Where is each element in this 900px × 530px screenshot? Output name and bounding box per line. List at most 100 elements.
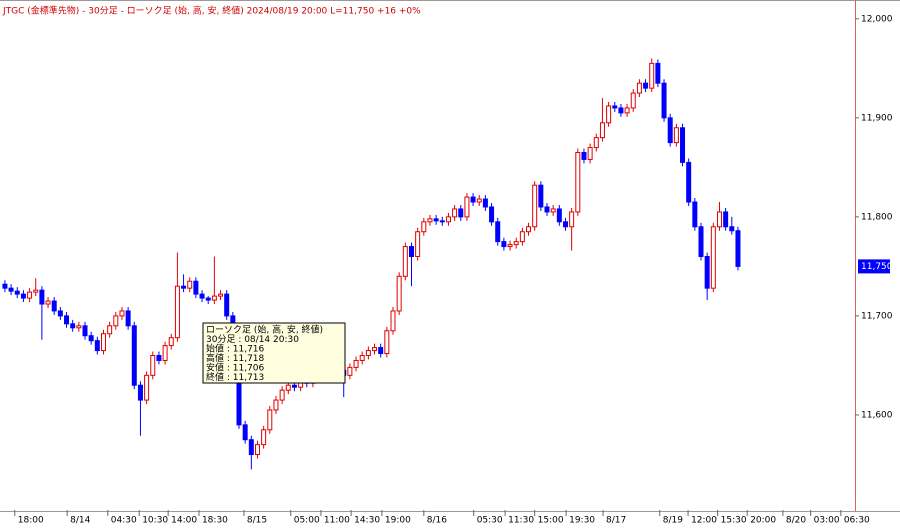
candle-body [526, 226, 532, 233]
candle-body [735, 230, 741, 267]
candle-body [452, 208, 458, 218]
candle-body [458, 208, 464, 218]
candle-body [618, 107, 624, 114]
candle-body [581, 152, 587, 160]
x-tick-label: 05:00 [294, 516, 320, 526]
candle-body [181, 285, 187, 289]
candle-body [507, 244, 513, 248]
candle-body [205, 297, 211, 301]
candle-body [556, 208, 562, 223]
last-price-label: 11,750 [861, 262, 893, 272]
candle-body [261, 429, 267, 446]
candle-body [267, 409, 273, 431]
candle-body [538, 184, 544, 208]
candle-body [156, 355, 162, 361]
candle-body [107, 325, 113, 335]
candle-body [501, 241, 507, 248]
candle-body [254, 444, 260, 456]
candle-body [686, 161, 692, 203]
candle-body [593, 137, 599, 149]
candle-body [88, 335, 94, 342]
x-tick-label: 03:00 [814, 516, 840, 526]
x-tick-label: 11:30 [508, 516, 534, 526]
candle-body [476, 198, 482, 203]
x-tick-label: 11:00 [324, 516, 350, 526]
candle-body [14, 290, 20, 295]
candle-body [649, 62, 655, 89]
x-tick-label: 8/15 [247, 516, 267, 526]
chart-title: JTGC (金標準先物) - 30分足 - ローソク足 (始, 高, 安, 終値… [2, 5, 421, 17]
candle-body [655, 62, 661, 84]
candle-body [279, 389, 285, 401]
x-tick-label: 10:30 [142, 516, 168, 526]
candle-body [612, 105, 618, 109]
candle-body [569, 211, 575, 228]
tooltip-box [202, 322, 346, 384]
candle-body [187, 280, 193, 289]
candle-body [33, 289, 39, 293]
candle-body [680, 127, 686, 163]
x-tick-label: 19:30 [569, 516, 595, 526]
candle-body [495, 221, 501, 243]
candle-body [119, 310, 125, 317]
candle-body [144, 374, 150, 401]
x-tick-label: 8/20 [786, 516, 806, 526]
candle-body [643, 82, 649, 89]
candle-body [76, 325, 82, 329]
candle-body [8, 287, 14, 292]
tooltip-line: 安値 : 11,706 [206, 362, 265, 374]
candle-body [408, 246, 414, 257]
x-tick-label: 18:00 [18, 516, 44, 526]
candle-body [193, 280, 199, 295]
candle-body [587, 147, 593, 160]
candle-body [698, 226, 704, 257]
candle-body [562, 221, 568, 228]
candle-body [489, 206, 495, 223]
x-tick-label: 8/19 [663, 516, 683, 526]
candle-body [378, 347, 384, 355]
candle-body [390, 310, 396, 332]
candle-body [20, 293, 26, 299]
x-tick-label: 18:30 [202, 516, 228, 526]
candle-body [150, 355, 156, 376]
candle-body [125, 310, 131, 327]
candle-body [39, 289, 45, 305]
x-tick-label: 12:00 [691, 516, 717, 526]
candle-body [347, 366, 353, 376]
candle-body [372, 347, 378, 352]
candle-body [64, 315, 70, 325]
x-tick-label: 8/14 [70, 516, 90, 526]
candle-body [667, 117, 673, 144]
candle-body [519, 231, 525, 243]
candle-body [137, 384, 143, 401]
candle-body [439, 220, 445, 223]
candle-body [70, 323, 76, 329]
candle-body [661, 82, 667, 119]
candle-body [433, 218, 439, 222]
candle-body [384, 330, 390, 355]
candle-body [113, 315, 119, 327]
y-tick-label: 11,900 [861, 113, 893, 123]
candle-body [550, 208, 556, 213]
candle-body [636, 82, 642, 94]
candle-body [242, 424, 248, 441]
tooltip-line: ローソク足 (始, 高, 安, 終値) [206, 324, 323, 336]
candle-body [723, 211, 729, 228]
candle-body [100, 333, 106, 352]
x-tick-label: 8/17 [606, 516, 626, 526]
candle-body [162, 345, 168, 361]
x-tick-label: 05:30 [477, 516, 503, 526]
x-tick-label: 19:00 [385, 516, 411, 526]
candle-body [94, 340, 100, 352]
x-tick-label: 04:30 [111, 516, 137, 526]
candle-body [396, 275, 402, 312]
y-tick-label: 12,000 [861, 14, 893, 24]
y-tick-label: 11,600 [861, 410, 893, 420]
x-tick-label: 06:30 [844, 516, 870, 526]
candle-body [359, 355, 365, 361]
candle-body [353, 359, 359, 368]
candle-body [445, 216, 451, 223]
candle-body [716, 211, 722, 228]
